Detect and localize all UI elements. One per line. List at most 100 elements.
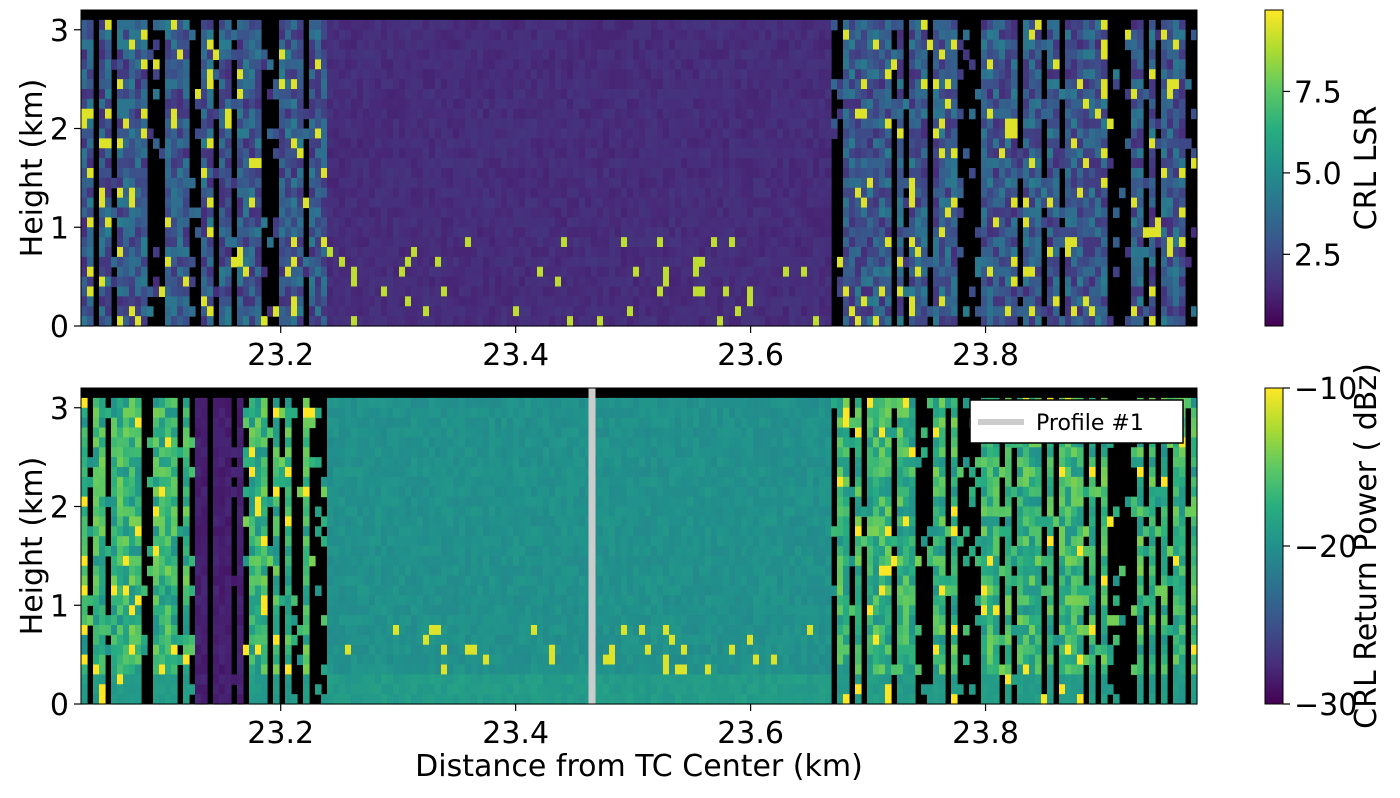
heatmap-cell (249, 217, 256, 227)
heatmap-cell (129, 89, 136, 99)
heatmap-cell (771, 89, 778, 99)
heatmap-cell (105, 296, 112, 306)
heatmap-cell (1167, 50, 1174, 60)
heatmap-cell (183, 119, 190, 129)
heatmap-cell (1131, 20, 1138, 30)
heatmap-cell (849, 198, 856, 208)
heatmap-cell (885, 30, 892, 40)
heatmap-cell (669, 89, 676, 99)
heatmap-cell (477, 79, 484, 89)
heatmap-cell (705, 119, 712, 129)
heatmap-cell (333, 287, 340, 297)
heatmap-cell (1047, 296, 1054, 306)
heatmap-cell (1071, 20, 1078, 30)
heatmap-cell (879, 119, 886, 129)
heatmap-cell (1059, 208, 1066, 218)
heatmap-cell (915, 50, 922, 60)
heatmap-cell (441, 277, 448, 287)
heatmap-cell (633, 30, 640, 40)
heatmap-cell (843, 237, 850, 247)
heatmap-cell (369, 129, 376, 139)
heatmap-cell (1131, 99, 1138, 109)
heatmap-cell (1005, 237, 1012, 247)
heatmap-cell (225, 89, 232, 99)
heatmap-cell (387, 50, 394, 60)
heatmap-cell (477, 109, 484, 119)
heatmap-cell (801, 158, 808, 168)
heatmap-cell (525, 59, 532, 69)
heatmap-cell (471, 30, 478, 40)
heatmap-cell (747, 247, 754, 257)
heatmap-cell (717, 30, 724, 40)
heatmap-cell (555, 109, 562, 119)
heatmap-cell (999, 99, 1006, 109)
heatmap-cell (555, 168, 562, 178)
heatmap-cell (465, 40, 472, 50)
heatmap-cell (327, 40, 334, 50)
heatmap-cell (525, 99, 532, 109)
heatmap-cell (933, 20, 940, 30)
heatmap-cell (597, 109, 604, 119)
heatmap-cell (183, 247, 190, 257)
heatmap-cell (783, 20, 790, 30)
heatmap-cell (1155, 138, 1162, 148)
heatmap-cell (777, 109, 784, 119)
heatmap-cell (369, 208, 376, 218)
heatmap-cell (885, 89, 892, 99)
heatmap-cell (633, 148, 640, 158)
heatmap-cell (537, 306, 544, 316)
heatmap-cell (915, 138, 922, 148)
heatmap-cell (477, 227, 484, 237)
heatmap-cell (801, 69, 808, 79)
heatmap-cell (981, 89, 988, 99)
heatmap-cell (447, 69, 454, 79)
heatmap-cell (1173, 198, 1180, 208)
x-tick-label: 23.4 (482, 338, 549, 373)
heatmap-cell (1137, 20, 1144, 30)
heatmap-cell (717, 119, 724, 129)
heatmap-cell (171, 59, 178, 69)
heatmap-cell (489, 168, 496, 178)
heatmap-cell (255, 208, 262, 218)
heatmap-cell (711, 168, 718, 178)
heatmap-cell (675, 296, 682, 306)
heatmap-cell (87, 168, 94, 178)
heatmap-cell (585, 89, 592, 99)
heatmap-cell (417, 188, 424, 198)
heatmap-cell (381, 129, 388, 139)
heatmap-cell (297, 50, 304, 60)
heatmap-cell (507, 79, 514, 89)
heatmap-cell (81, 40, 88, 50)
heatmap-cell (207, 247, 214, 257)
heatmap-cell (849, 178, 856, 188)
heatmap-cell (543, 178, 550, 188)
heatmap-cell (531, 20, 538, 30)
heatmap-cell (567, 119, 574, 129)
heatmap-cell (261, 50, 268, 60)
heatmap-cell (333, 138, 340, 148)
heatmap-cell (387, 30, 394, 40)
heatmap-cell (735, 306, 742, 316)
heatmap-cell (483, 129, 490, 139)
heatmap-cell (99, 20, 106, 30)
heatmap-cell (417, 59, 424, 69)
heatmap-cell (861, 178, 868, 188)
heatmap-cell (1065, 158, 1072, 168)
heatmap-cell (813, 296, 820, 306)
heatmap-cell (603, 267, 610, 277)
heatmap-cell (579, 287, 586, 297)
heatmap-cell (465, 178, 472, 188)
heatmap-cell (897, 79, 904, 89)
heatmap-cell (291, 109, 298, 119)
heatmap-cell (327, 306, 334, 316)
heatmap-cell (651, 198, 658, 208)
heatmap-cell (783, 69, 790, 79)
heatmap-cell (711, 247, 718, 257)
heatmap-cell (771, 277, 778, 287)
heatmap-cell (429, 40, 436, 50)
heatmap-cell (219, 129, 226, 139)
heatmap-cell (357, 168, 364, 178)
heatmap-cell (801, 198, 808, 208)
heatmap-cell (357, 148, 364, 158)
heatmap-cell (687, 277, 694, 287)
